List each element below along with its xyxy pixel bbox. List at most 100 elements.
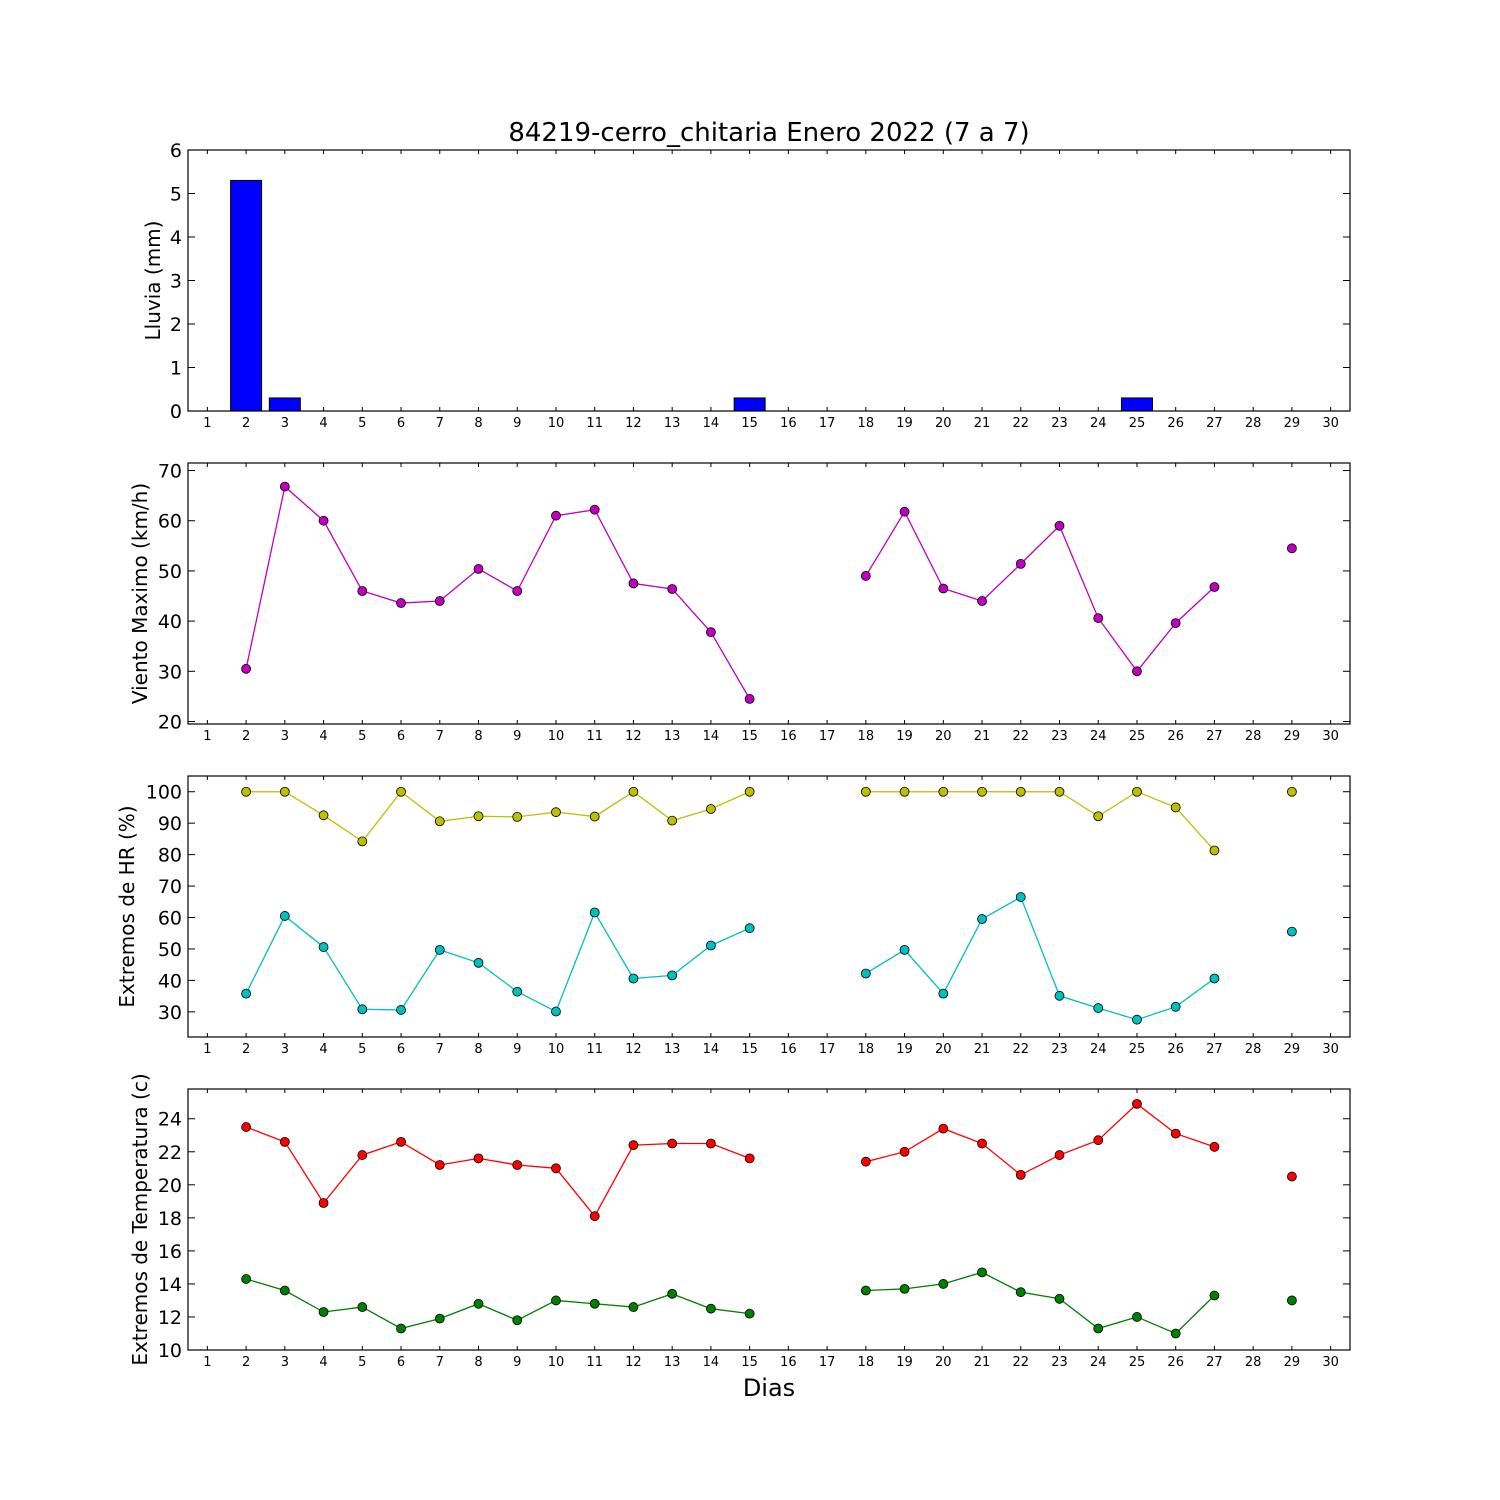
x-tick-label: 24 [1090, 1042, 1107, 1057]
x-tick-label: 15 [741, 1355, 758, 1370]
x-tick-label: 22 [1012, 1042, 1029, 1057]
data-point-series-1-day-26 [1170, 1128, 1181, 1139]
data-point-series-1-day-2 [241, 786, 252, 797]
data-point-series-1-day-13 [667, 1138, 678, 1149]
data-point-series-2-day-22 [1015, 892, 1026, 902]
x-tick-label: 7 [436, 1355, 444, 1370]
data-point-series-1-day-8 [473, 811, 484, 822]
x-tick-label: 6 [397, 729, 405, 744]
y-tick-label: 10 [158, 1340, 182, 1362]
data-point-series-2-day-21 [977, 1267, 987, 1278]
data-point-series-2-day-2 [241, 988, 252, 999]
x-tick-label: 16 [780, 416, 797, 431]
axes-frame [187, 149, 1351, 412]
x-tick-label: 4 [319, 1355, 327, 1370]
x-tick-label: 21 [974, 729, 991, 744]
x-tick-label: 18 [858, 416, 875, 431]
x-tick-label: 5 [358, 1355, 366, 1370]
y-tick-label: 100 [146, 782, 182, 804]
x-tick-label: 19 [896, 729, 913, 744]
x-tick-label: 26 [1167, 729, 1184, 744]
x-tick-label: 21 [974, 416, 991, 431]
data-point-series-2-day-18 [860, 1285, 871, 1296]
data-point-series-2-day-4 [318, 1307, 329, 1317]
x-tick-label: 9 [513, 1355, 521, 1370]
x-tick-label: 3 [281, 1042, 289, 1057]
y-tick-label: 22 [158, 1142, 182, 1164]
data-point-series-1-day-6 [396, 598, 406, 608]
x-tick-label: 10 [548, 416, 565, 431]
x-tick-label: 12 [625, 1042, 642, 1057]
y-tick-label: 30 [158, 1002, 182, 1024]
x-tick-label: 4 [319, 729, 327, 744]
data-point-series-1-day-15 [744, 1153, 755, 1164]
y-tick-label: 12 [158, 1307, 182, 1329]
data-point-series-1-day-2 [241, 1122, 252, 1132]
x-tick-label: 19 [896, 1042, 913, 1057]
data-point-series-1-day-18 [860, 571, 871, 581]
data-point-series-2-day-3 [279, 1285, 290, 1296]
x-tick-label: 11 [586, 416, 603, 431]
data-point-series-1-day-13 [667, 815, 678, 826]
x-tick-label: 26 [1167, 1042, 1184, 1057]
data-point-series-1-day-19 [899, 1146, 910, 1157]
data-point-series-1-day-14 [706, 804, 716, 814]
data-point-series-1-day-3 [279, 1136, 290, 1147]
y-axis-label: Extremos de Temperatura (c) [128, 1073, 152, 1365]
x-tick-label: 8 [474, 1355, 482, 1370]
x-tick-label: 8 [474, 1042, 482, 1057]
data-point-series-1-day-4 [318, 810, 329, 821]
data-point-series-1-day-20 [938, 1123, 949, 1134]
data-point-series-1-day-18 [860, 1156, 871, 1167]
x-tick-label: 21 [974, 1355, 991, 1370]
y-tick-label: 60 [158, 908, 182, 930]
plot-area [230, 179, 1308, 411]
data-point-series-1-day-15 [744, 786, 755, 797]
x-tick-label: 20 [935, 1042, 952, 1057]
x-tick-label: 16 [780, 1042, 797, 1057]
y-tick-label: 80 [158, 845, 182, 867]
data-point-series-2-day-12 [628, 1302, 639, 1312]
data-point-series-1-day-10 [551, 807, 561, 818]
data-point-series-1-day-25 [1132, 666, 1142, 677]
data-point-series-1-day-23 [1054, 1150, 1065, 1160]
x-tick-label: 13 [664, 416, 681, 431]
data-point-series-2-day-14 [706, 940, 716, 951]
data-point-series-1-day-19 [899, 506, 910, 517]
x-tick-label: 11 [586, 1355, 603, 1370]
series-line-1 [865, 510, 1215, 673]
x-tick-label: 1 [203, 416, 211, 431]
x-tick-label: 22 [1012, 729, 1029, 744]
y-tick-label: 20 [158, 1175, 182, 1197]
y-tick-label: 70 [158, 461, 182, 483]
data-point-series-1-day-22 [1015, 786, 1026, 797]
x-tick-label: 1 [203, 1042, 211, 1057]
x-tick-label: 30 [1322, 416, 1339, 431]
data-point-series-1-day-13 [667, 584, 678, 594]
data-point-series-1-day-9 [512, 811, 523, 822]
y-tick-label: 70 [158, 876, 182, 898]
y-tick-label: 40 [158, 970, 182, 992]
data-point-series-2-day-11 [589, 1298, 600, 1309]
x-tick-label: 6 [397, 1355, 405, 1370]
x-tick-label: 17 [819, 1355, 836, 1370]
x-tick-label: 15 [741, 1042, 758, 1057]
data-point-series-2-day-15 [744, 1308, 755, 1319]
data-point-series-1-day-7 [434, 1160, 445, 1170]
data-point-series-2-day-7 [434, 1313, 445, 1324]
series-line-2 [865, 896, 1215, 1021]
x-tick-label: 29 [1284, 1355, 1301, 1370]
data-point-series-1-day-26 [1170, 802, 1181, 813]
data-point-series-2-day-13 [667, 970, 678, 981]
axes-frame [187, 462, 1351, 725]
data-point-series-2-day-18 [860, 968, 871, 979]
series-line-1 [245, 485, 751, 700]
data-point-series-2-day-22 [1015, 1287, 1026, 1298]
data-point-series-2-day-7 [434, 944, 445, 955]
data-point-series-1-day-6 [396, 786, 406, 797]
data-point-series-2-day-12 [628, 973, 639, 984]
data-point-series-1-day-18 [860, 786, 871, 797]
data-point-series-1-day-27 [1209, 1141, 1220, 1152]
